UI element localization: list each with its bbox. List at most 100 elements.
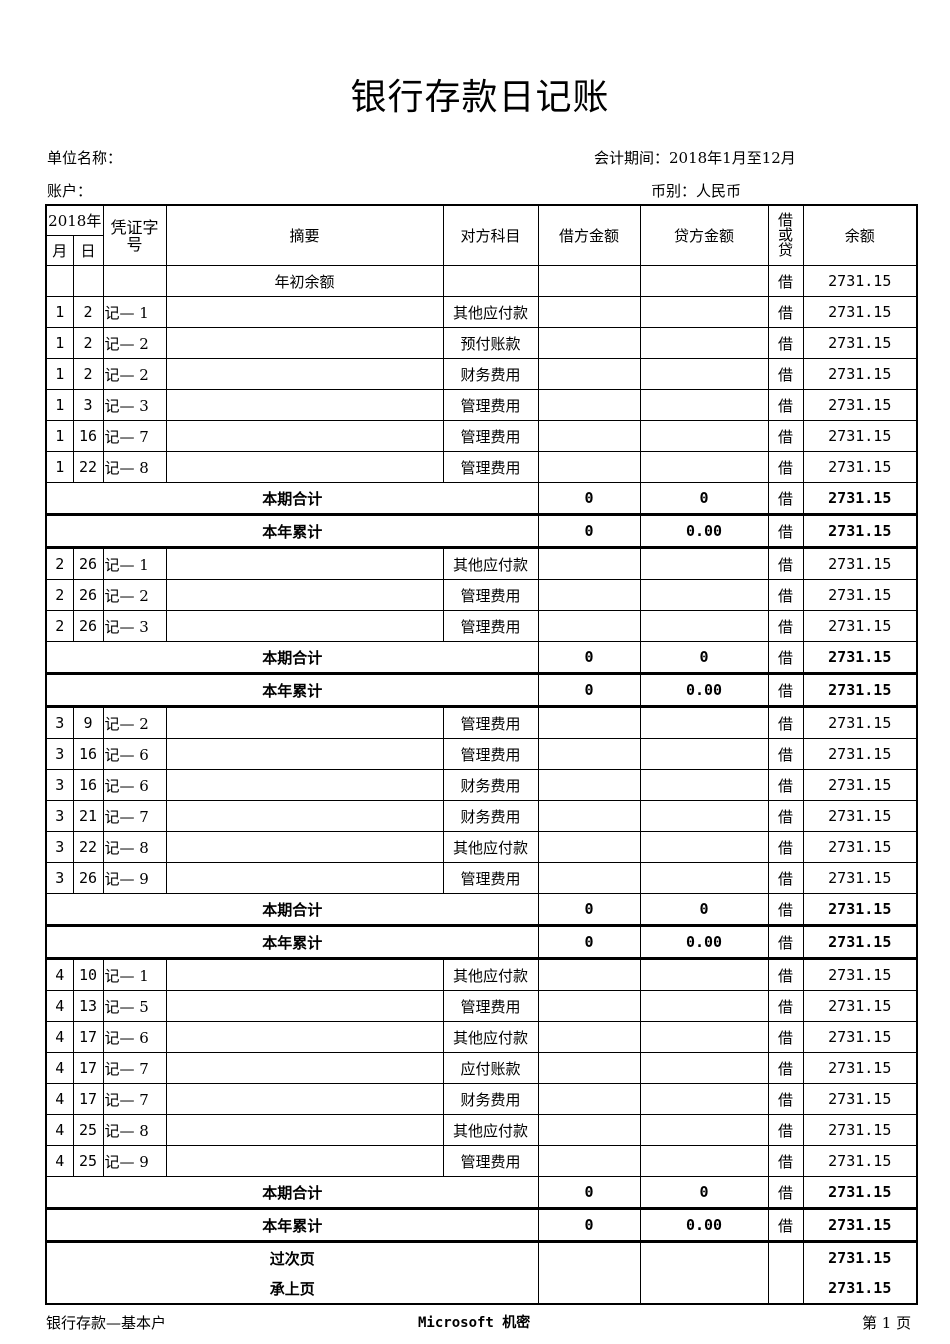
dc-cell: 借	[767, 1145, 804, 1177]
summary-cell	[165, 769, 444, 801]
summary-cell	[165, 862, 444, 894]
balance-total: 2731.15	[802, 925, 918, 960]
balance-cell: 2731.15	[802, 1021, 918, 1053]
debit-cell	[537, 579, 641, 611]
month-cell: 4	[45, 990, 74, 1022]
credit-total: 0.00	[639, 673, 769, 708]
balance-total: 2731.15	[802, 641, 918, 675]
counter-account-cell: 其他应付款	[442, 958, 539, 991]
debit-total: 0	[537, 1176, 641, 1210]
voucher-cell: 记— 7	[102, 420, 167, 452]
day-header: 日	[72, 235, 104, 266]
dc-cell: 借	[767, 1083, 804, 1115]
month-cell: 1	[45, 296, 74, 328]
voucher-header: 凭证字号	[102, 204, 167, 266]
counter-account-cell: 其他应付款	[442, 547, 539, 580]
balance-cell: 2731.15	[802, 958, 918, 991]
balance-cell: 2731.15	[802, 1241, 918, 1273]
total-label: 本期合计	[45, 1176, 539, 1210]
opening-balance: 2731.15	[802, 265, 918, 297]
counter-account-header: 对方科目	[442, 204, 539, 266]
voucher-cell: 记— 1	[102, 296, 167, 328]
dc-cell: 借	[767, 769, 804, 801]
day-cell: 13	[72, 990, 104, 1022]
table-row: 4 17 记— 6 其他应付款 借 2731.15	[45, 1021, 918, 1053]
dc-cell: 借	[767, 358, 804, 390]
debit-total: 0	[537, 893, 641, 927]
dc-cell: 借	[767, 800, 804, 832]
table-row: 2 26 记— 2 管理费用 借 2731.15	[45, 579, 918, 611]
debit-cell	[537, 1114, 641, 1146]
balance-total: 2731.15	[802, 673, 918, 708]
table-row: 3 21 记— 7 财务费用 借 2731.15	[45, 800, 918, 832]
ytd-total-row: 本年累计 0 0.00 借 2731.15	[45, 1208, 918, 1243]
counter-account-cell: 管理费用	[442, 420, 539, 452]
credit-cell	[639, 831, 769, 863]
day-cell: 3	[72, 389, 104, 421]
table-row: 2 26 记— 3 管理费用 借 2731.15	[45, 610, 918, 642]
balance-cell: 2731.15	[802, 358, 918, 390]
credit-total: 0	[639, 893, 769, 927]
carry-row: 过次页 2731.15	[45, 1241, 918, 1273]
counter-account-cell: 管理费用	[442, 610, 539, 642]
table-row: 1 2 记— 2 财务费用 借 2731.15	[45, 358, 918, 390]
table-row: 4 25 记— 9 管理费用 借 2731.15	[45, 1145, 918, 1177]
dc-cell: 借	[767, 893, 804, 927]
balance-cell: 2731.15	[802, 547, 918, 580]
balance-header: 余额	[802, 204, 918, 266]
balance-cell: 2731.15	[802, 420, 918, 452]
table-row: 3 26 记— 9 管理费用 借 2731.15	[45, 862, 918, 894]
day-cell: 2	[72, 358, 104, 390]
balance-cell: 2731.15	[802, 1145, 918, 1177]
summary-header: 摘要	[165, 204, 444, 266]
debit-cell	[537, 1241, 641, 1273]
dc-cell: 借	[767, 296, 804, 328]
table-row: 2 26 记— 1 其他应付款 借 2731.15	[45, 547, 918, 580]
table-row: 1 16 记— 7 管理费用 借 2731.15	[45, 420, 918, 452]
debit-cell	[537, 1052, 641, 1084]
debit-header: 借方金额	[537, 204, 641, 266]
month-cell: 4	[45, 1021, 74, 1053]
day-cell: 22	[72, 831, 104, 863]
voucher-cell: 记— 7	[102, 1052, 167, 1084]
credit-cell	[639, 358, 769, 390]
dc-cell: 借	[767, 958, 804, 991]
month-cell: 3	[45, 831, 74, 863]
balance-cell: 2731.15	[802, 1052, 918, 1084]
balance-total: 2731.15	[802, 893, 918, 927]
currency: 币别：人民币	[651, 182, 742, 200]
debit-cell	[537, 862, 641, 894]
period-total-row: 本期合计 0 0 借 2731.15	[45, 893, 918, 927]
table-row: 4 25 记— 8 其他应付款 借 2731.15	[45, 1114, 918, 1146]
summary-cell	[165, 958, 444, 991]
balance-total: 2731.15	[802, 1208, 918, 1243]
credit-cell	[639, 547, 769, 580]
counter-account-cell: 其他应付款	[442, 831, 539, 863]
ytd-total-row: 本年累计 0 0.00 借 2731.15	[45, 673, 918, 708]
credit-total: 0	[639, 1176, 769, 1210]
credit-total: 0.00	[639, 1208, 769, 1243]
debit-cell	[537, 1083, 641, 1115]
credit-cell	[639, 451, 769, 483]
debit-cell	[537, 420, 641, 452]
credit-cell	[639, 296, 769, 328]
accounting-period: 会计期间：2018年1月至12月	[594, 149, 796, 167]
month-cell: 1	[45, 451, 74, 483]
month-cell: 3	[45, 862, 74, 894]
voucher-cell: 记— 9	[102, 862, 167, 894]
summary-cell	[165, 738, 444, 770]
balance-cell: 2731.15	[802, 389, 918, 421]
voucher-cell: 记— 2	[102, 579, 167, 611]
ytd-total-row: 本年累计 0 0.00 借 2731.15	[45, 514, 918, 549]
opening-dc: 借	[767, 265, 804, 297]
credit-cell	[639, 1273, 769, 1305]
debit-cell	[537, 769, 641, 801]
summary-cell	[165, 579, 444, 611]
debit-total: 0	[537, 514, 641, 549]
voucher-cell: 记— 5	[102, 990, 167, 1022]
unit-name-label: 单位名称：	[47, 149, 123, 167]
period-total-row: 本期合计 0 0 借 2731.15	[45, 641, 918, 675]
balance-cell: 2731.15	[802, 610, 918, 642]
day-cell: 17	[72, 1021, 104, 1053]
month-cell: 1	[45, 358, 74, 390]
